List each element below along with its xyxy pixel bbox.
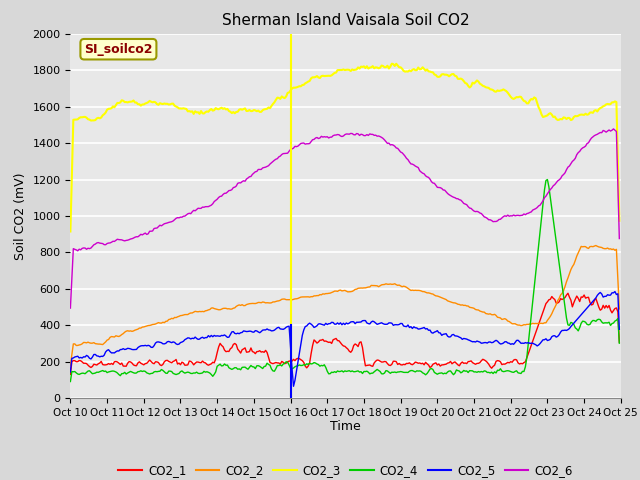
CO2_2 — [396, 282, 403, 288]
CO2_3 — [616, 218, 623, 224]
CO2_3 — [397, 64, 404, 70]
Line: CO2_5: CO2_5 — [70, 291, 620, 386]
CO2_4 — [243, 365, 250, 371]
CO2_6 — [67, 305, 74, 311]
CO2_5 — [397, 321, 404, 326]
CO2_1 — [255, 348, 262, 354]
Line: CO2_4: CO2_4 — [70, 180, 620, 382]
CO2_6 — [593, 132, 601, 137]
CO2_3 — [67, 228, 74, 234]
CO2_4 — [67, 379, 74, 384]
CO2_6 — [255, 167, 262, 172]
CO2_4 — [255, 363, 262, 369]
Line: CO2_2: CO2_2 — [70, 245, 620, 365]
Text: SI_soilco2: SI_soilco2 — [84, 43, 153, 56]
CO2_4 — [396, 369, 403, 375]
Line: CO2_1: CO2_1 — [70, 293, 620, 374]
CO2_4 — [341, 368, 349, 374]
CO2_5 — [67, 369, 74, 375]
CO2_2 — [616, 306, 623, 312]
Legend: CO2_1, CO2_2, CO2_3, CO2_4, CO2_5, CO2_6: CO2_1, CO2_2, CO2_3, CO2_4, CO2_5, CO2_6 — [114, 459, 577, 480]
CO2_3 — [595, 107, 603, 112]
CO2_4 — [543, 177, 551, 182]
CO2_4 — [202, 369, 209, 375]
CO2_1 — [341, 343, 349, 349]
CO2_3 — [255, 108, 262, 113]
X-axis label: Time: Time — [330, 420, 361, 432]
CO2_6 — [202, 204, 209, 210]
CO2_2 — [67, 362, 74, 368]
CO2_3 — [388, 61, 396, 67]
CO2_1 — [564, 290, 572, 296]
CO2_5 — [595, 291, 603, 297]
CO2_6 — [243, 176, 250, 182]
CO2_6 — [341, 132, 349, 138]
Y-axis label: Soil CO2 (mV): Soil CO2 (mV) — [14, 172, 27, 260]
CO2_3 — [341, 67, 349, 73]
CO2_1 — [243, 349, 250, 355]
CO2_5 — [290, 384, 298, 389]
CO2_4 — [616, 340, 623, 346]
CO2_6 — [396, 147, 403, 153]
CO2_1 — [616, 339, 623, 345]
CO2_3 — [243, 108, 250, 114]
Line: CO2_3: CO2_3 — [70, 64, 620, 231]
CO2_3 — [202, 109, 209, 115]
CO2_1 — [595, 304, 603, 310]
CO2_5 — [342, 320, 350, 326]
CO2_6 — [616, 236, 623, 241]
Title: Sherman Island Vaisala Soil CO2: Sherman Island Vaisala Soil CO2 — [222, 13, 469, 28]
CO2_2 — [255, 300, 262, 305]
CO2_5 — [202, 335, 209, 340]
CO2_2 — [243, 301, 250, 307]
CO2_2 — [595, 244, 603, 250]
CO2_5 — [255, 329, 262, 335]
CO2_2 — [341, 288, 349, 293]
CO2_4 — [595, 316, 603, 322]
CO2_1 — [67, 372, 74, 377]
CO2_2 — [592, 242, 600, 248]
CO2_1 — [396, 360, 403, 366]
Line: CO2_6: CO2_6 — [70, 129, 620, 308]
CO2_2 — [202, 308, 209, 314]
CO2_5 — [611, 288, 619, 294]
CO2_6 — [610, 126, 618, 132]
CO2_5 — [243, 329, 250, 335]
CO2_1 — [202, 360, 209, 366]
CO2_5 — [616, 326, 623, 332]
